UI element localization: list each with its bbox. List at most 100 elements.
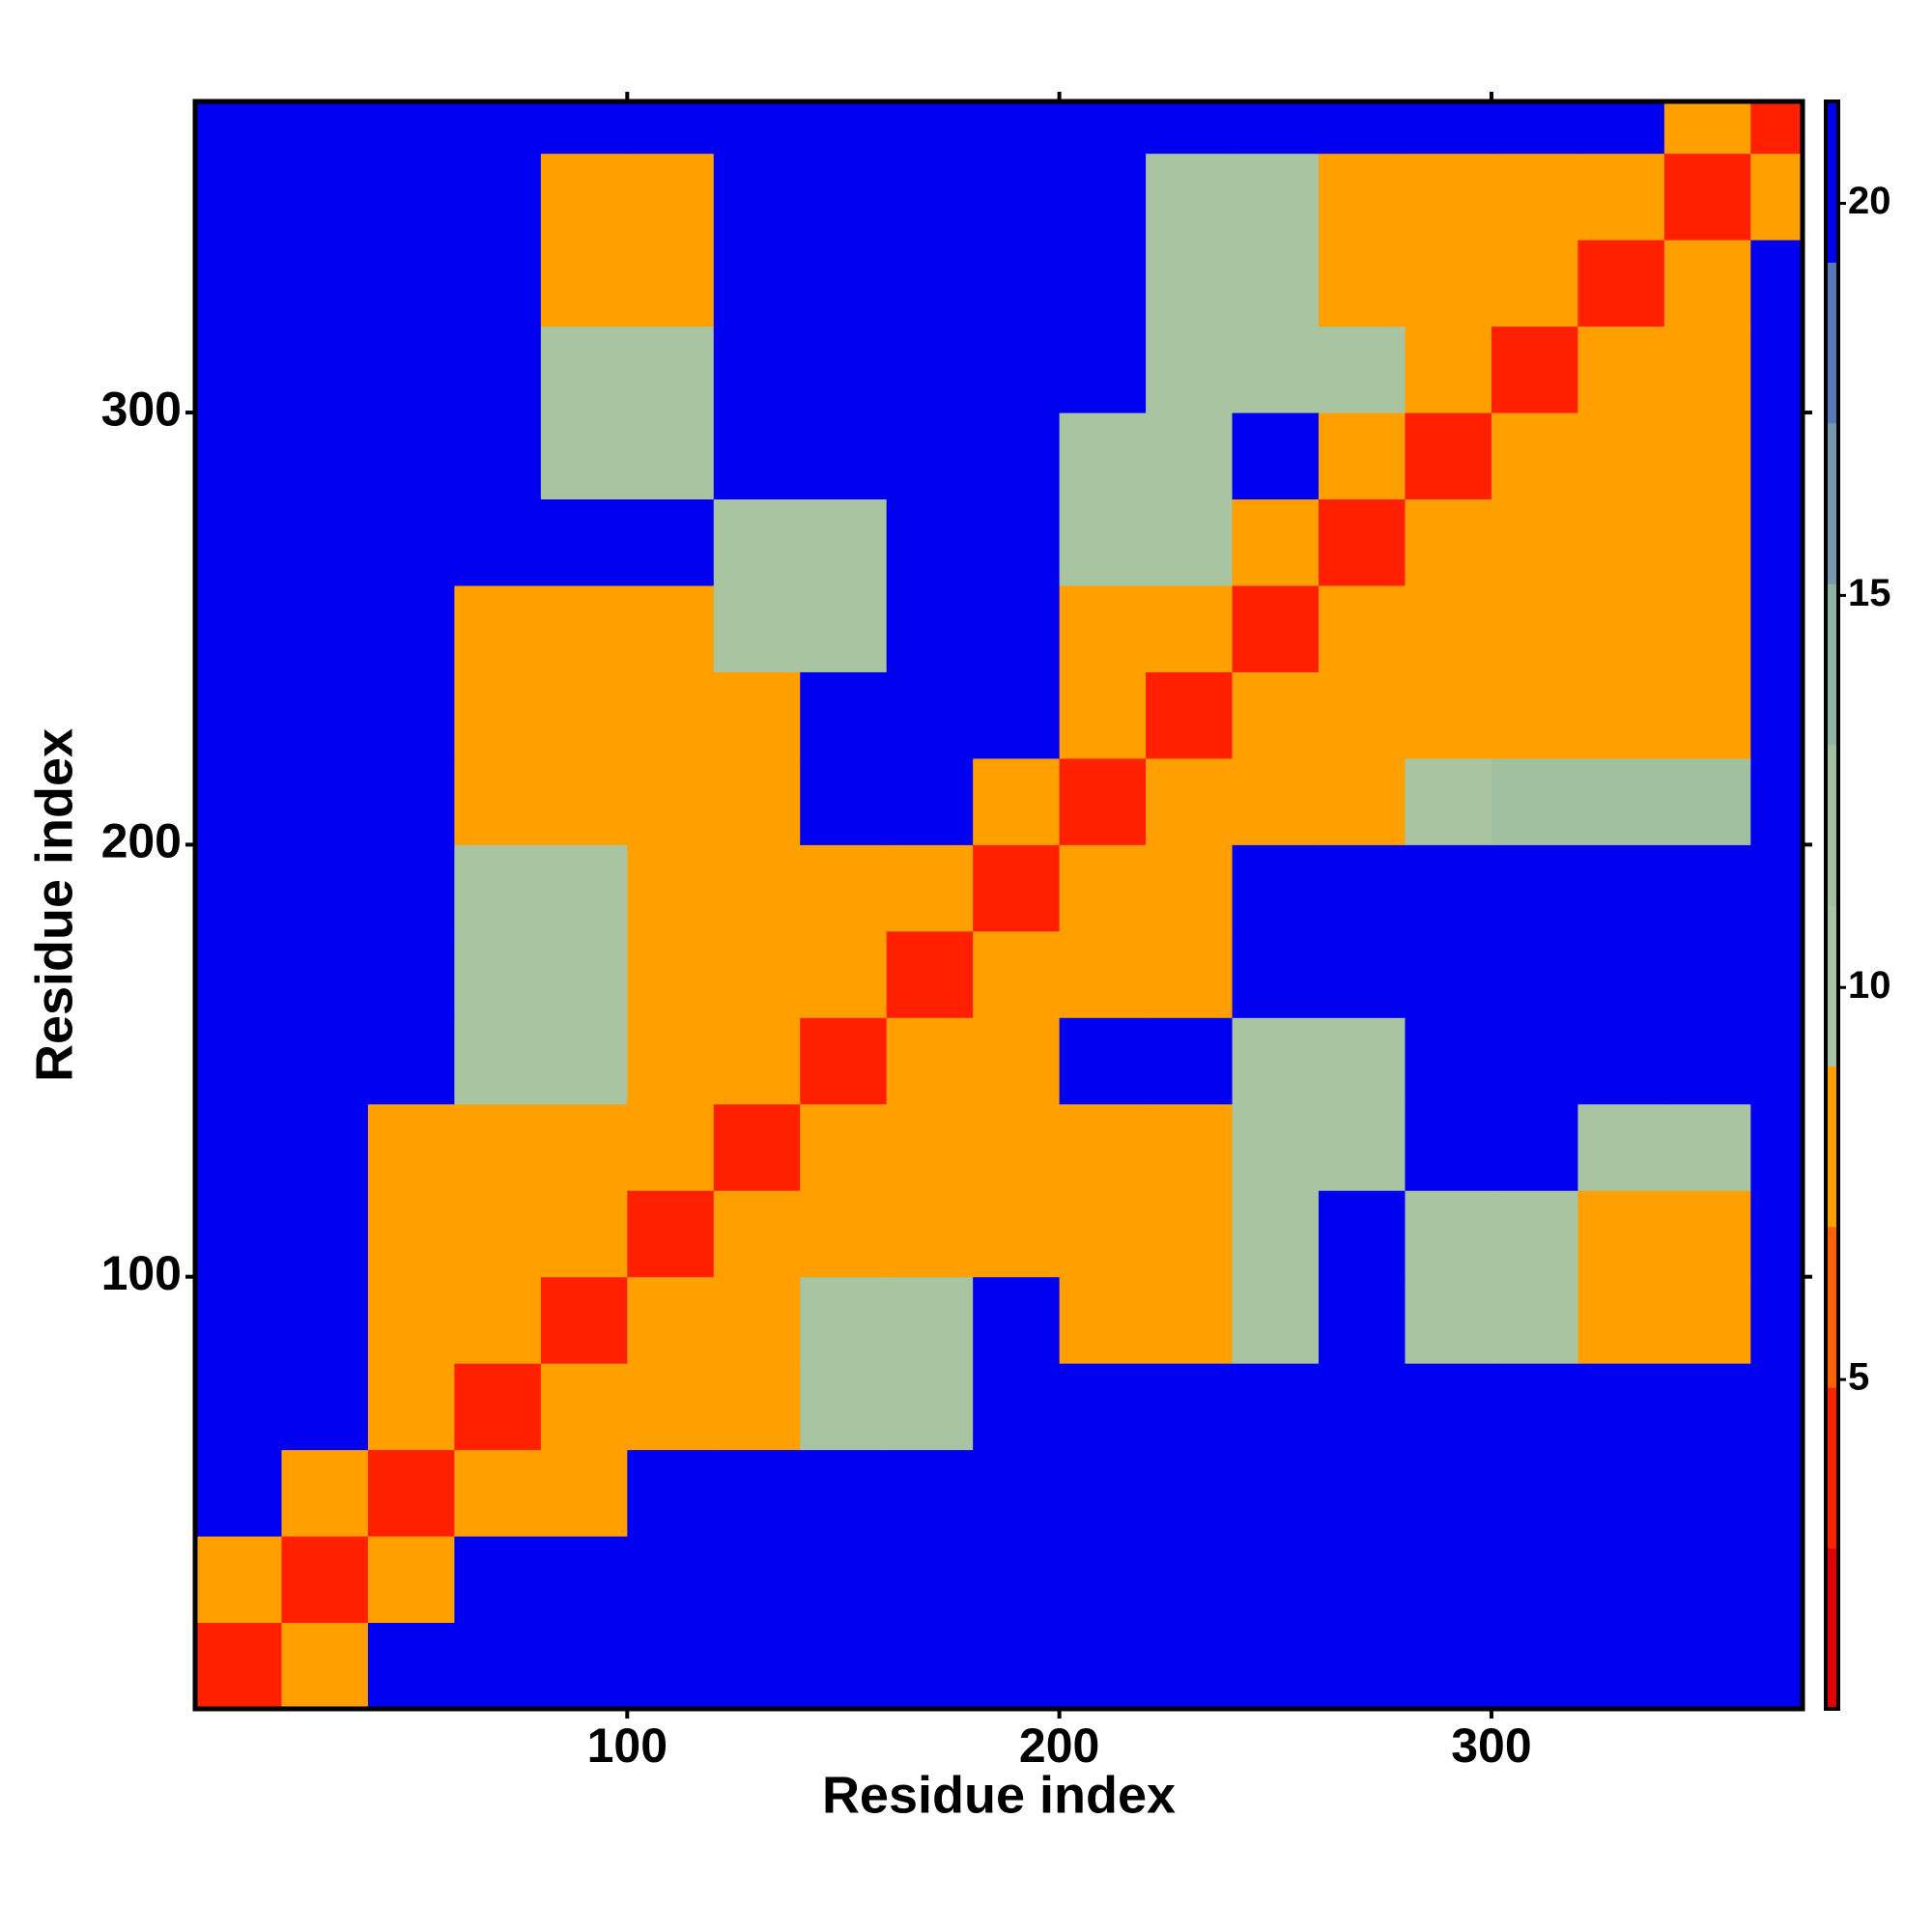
- heatmap-cell: [1319, 412, 1406, 500]
- heatmap-cell: [886, 757, 974, 845]
- heatmap-cell: [367, 1622, 455, 1710]
- heatmap-cell: [1750, 1103, 1804, 1191]
- heatmap-cell: [1319, 1622, 1406, 1710]
- heatmap-cell: [195, 1449, 282, 1537]
- heatmap-cell: [713, 930, 801, 1018]
- heatmap-cell: [540, 153, 628, 241]
- heatmap-cell: [1059, 584, 1147, 672]
- heatmap-cell: [1146, 1190, 1234, 1278]
- heatmap-cell: [1146, 412, 1234, 500]
- heatmap-cell: [1663, 1103, 1751, 1191]
- heatmap-cell: [1663, 757, 1751, 845]
- heatmap-cell: [454, 1190, 542, 1278]
- heatmap-cell: [1750, 671, 1804, 759]
- heatmap-cell: [367, 1363, 455, 1451]
- heatmap-cell: [454, 498, 542, 586]
- heatmap-cell: [1663, 671, 1751, 759]
- heatmap-cell: [973, 757, 1061, 845]
- heatmap-cell: [281, 326, 369, 413]
- heatmap-cell: [1232, 584, 1320, 672]
- heatmap-cell: [1059, 1622, 1147, 1710]
- heatmap-cell: [540, 1103, 628, 1191]
- heatmap-cell: [281, 1363, 369, 1451]
- heatmap-cell: [627, 757, 715, 845]
- heatmap-cell: [281, 757, 369, 845]
- heatmap-cell: [454, 1363, 542, 1451]
- heatmap-cell: [1059, 1276, 1147, 1364]
- heatmap-cell: [1491, 757, 1578, 845]
- heatmap-cell: [367, 844, 455, 932]
- heatmap-cell: [1750, 498, 1804, 586]
- heatmap-cell: [1146, 498, 1234, 586]
- heatmap-cell: [800, 1363, 888, 1451]
- heatmap-cell: [627, 326, 715, 413]
- heatmap-cell: [1232, 671, 1320, 759]
- heatmap-cell: [627, 844, 715, 932]
- heatmap-cell: [540, 1276, 628, 1364]
- heatmap-cell: [281, 930, 369, 1018]
- y-tick-label: 100: [101, 1246, 182, 1300]
- y-tick-label: 300: [101, 382, 182, 436]
- heatmap-cell: [281, 412, 369, 500]
- heatmap-cell: [1491, 153, 1578, 241]
- heatmap-cell: [886, 1103, 974, 1191]
- heatmap-cell: [281, 584, 369, 672]
- heatmap-cell: [1750, 1363, 1804, 1451]
- heatmap-cell: [1577, 1622, 1665, 1710]
- heatmap-cell: [1750, 1190, 1804, 1278]
- heatmap-cell: [1491, 1449, 1578, 1537]
- heatmap-cell: [1750, 1449, 1804, 1537]
- heatmap-cell: [1319, 1536, 1406, 1624]
- heatmap-cell: [1577, 412, 1665, 500]
- heatmap-cell: [1491, 498, 1578, 586]
- heatmap: [195, 101, 1804, 1710]
- heatmap-cell: [1577, 153, 1665, 241]
- heatmap-cell: [1663, 1363, 1751, 1451]
- heatmap-cell: [627, 1103, 715, 1191]
- colorbar-band: [1826, 583, 1838, 746]
- heatmap-cell: [1750, 1622, 1804, 1710]
- colorbar-band: [1826, 1387, 1838, 1549]
- heatmap-cell: [540, 1190, 628, 1278]
- heatmap-cell: [800, 1536, 888, 1624]
- heatmap-cell: [973, 240, 1061, 327]
- heatmap-cell: [1577, 498, 1665, 586]
- heatmap-cell: [1059, 930, 1147, 1018]
- heatmap-cell: [973, 1103, 1061, 1191]
- heatmap-cell: [1663, 1622, 1751, 1710]
- heatmap-cell: [800, 671, 888, 759]
- heatmap-cell: [367, 757, 455, 845]
- heatmap-cell: [800, 844, 888, 932]
- heatmap-cell: [281, 1449, 369, 1537]
- heatmap-cell: [1750, 153, 1804, 241]
- heatmap-cell: [281, 844, 369, 932]
- heatmap-cell: [540, 412, 628, 500]
- plot-frame: [192, 99, 1805, 1712]
- heatmap-cell: [1146, 153, 1234, 241]
- heatmap-cell: [1491, 671, 1578, 759]
- heatmap-cell: [1405, 153, 1492, 241]
- x-tick-label: 100: [587, 1719, 668, 1773]
- colorbar-band: [1826, 1226, 1838, 1388]
- heatmap-cell: [1319, 240, 1406, 327]
- heatmap-cell: [540, 1536, 628, 1624]
- heatmap-cell: [281, 1190, 369, 1278]
- heatmap-cell: [1059, 1190, 1147, 1278]
- heatmap-cell: [1491, 412, 1578, 500]
- heatmap-cell: [1059, 1363, 1147, 1451]
- heatmap-cell: [1405, 1449, 1492, 1537]
- heatmap-cell: [1750, 1017, 1804, 1105]
- heatmap-cell: [195, 1017, 282, 1105]
- heatmap-cell: [627, 1017, 715, 1105]
- heatmap-cell: [1146, 1103, 1234, 1191]
- heatmap-cell: [367, 671, 455, 759]
- heatmap-cell: [540, 326, 628, 413]
- heatmap-cell: [1059, 671, 1147, 759]
- heatmap-cell: [886, 153, 974, 241]
- heatmap-cell: [1319, 1103, 1406, 1191]
- colorbar-tick-label: 20: [1848, 180, 1891, 222]
- heatmap-cell: [1491, 1622, 1578, 1710]
- heatmap-cell: [454, 153, 542, 241]
- heatmap-cell: [800, 1449, 888, 1537]
- heatmap-cell: [713, 1449, 801, 1537]
